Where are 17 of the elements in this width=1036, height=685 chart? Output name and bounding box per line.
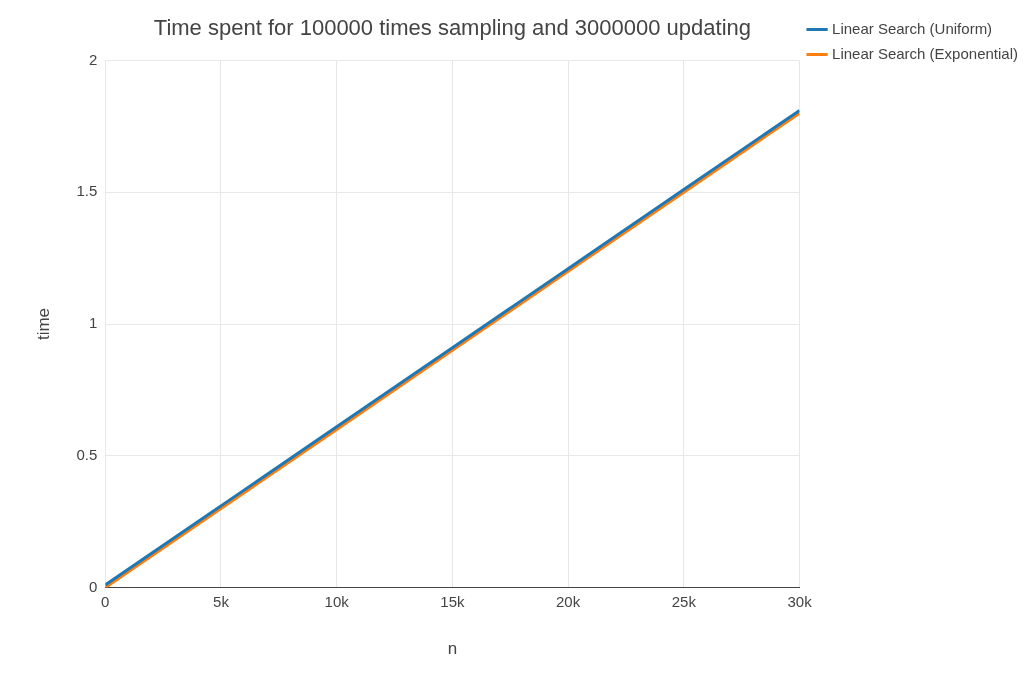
x-tick-label: 20k bbox=[556, 592, 581, 610]
x-axis-title: n bbox=[447, 639, 458, 659]
x-tick-label: 10k bbox=[324, 592, 350, 610]
x-tick-label: 5k bbox=[213, 592, 230, 610]
y-axis-title: time bbox=[33, 307, 53, 341]
x-tick-label: 30k bbox=[787, 592, 813, 610]
x-tick-label: 15k bbox=[440, 592, 465, 610]
y-tick-label: 0 bbox=[88, 577, 98, 595]
chart-title: Time spent for 100000 times sampling and 3000000 updating bbox=[153, 15, 752, 41]
x-tick-label: 0 bbox=[101, 592, 110, 610]
y-tick-label: 1 bbox=[88, 314, 98, 332]
x-tick-label: 25k bbox=[671, 592, 697, 610]
y-tick-label: 0.5 bbox=[76, 445, 98, 463]
y-tick-label: 2 bbox=[88, 50, 98, 68]
legend-label: Linear Search (Exponential) bbox=[832, 44, 1019, 62]
legend-label: Linear Search (Uniform) bbox=[832, 19, 993, 37]
y-tick-label: 1.5 bbox=[76, 182, 98, 200]
